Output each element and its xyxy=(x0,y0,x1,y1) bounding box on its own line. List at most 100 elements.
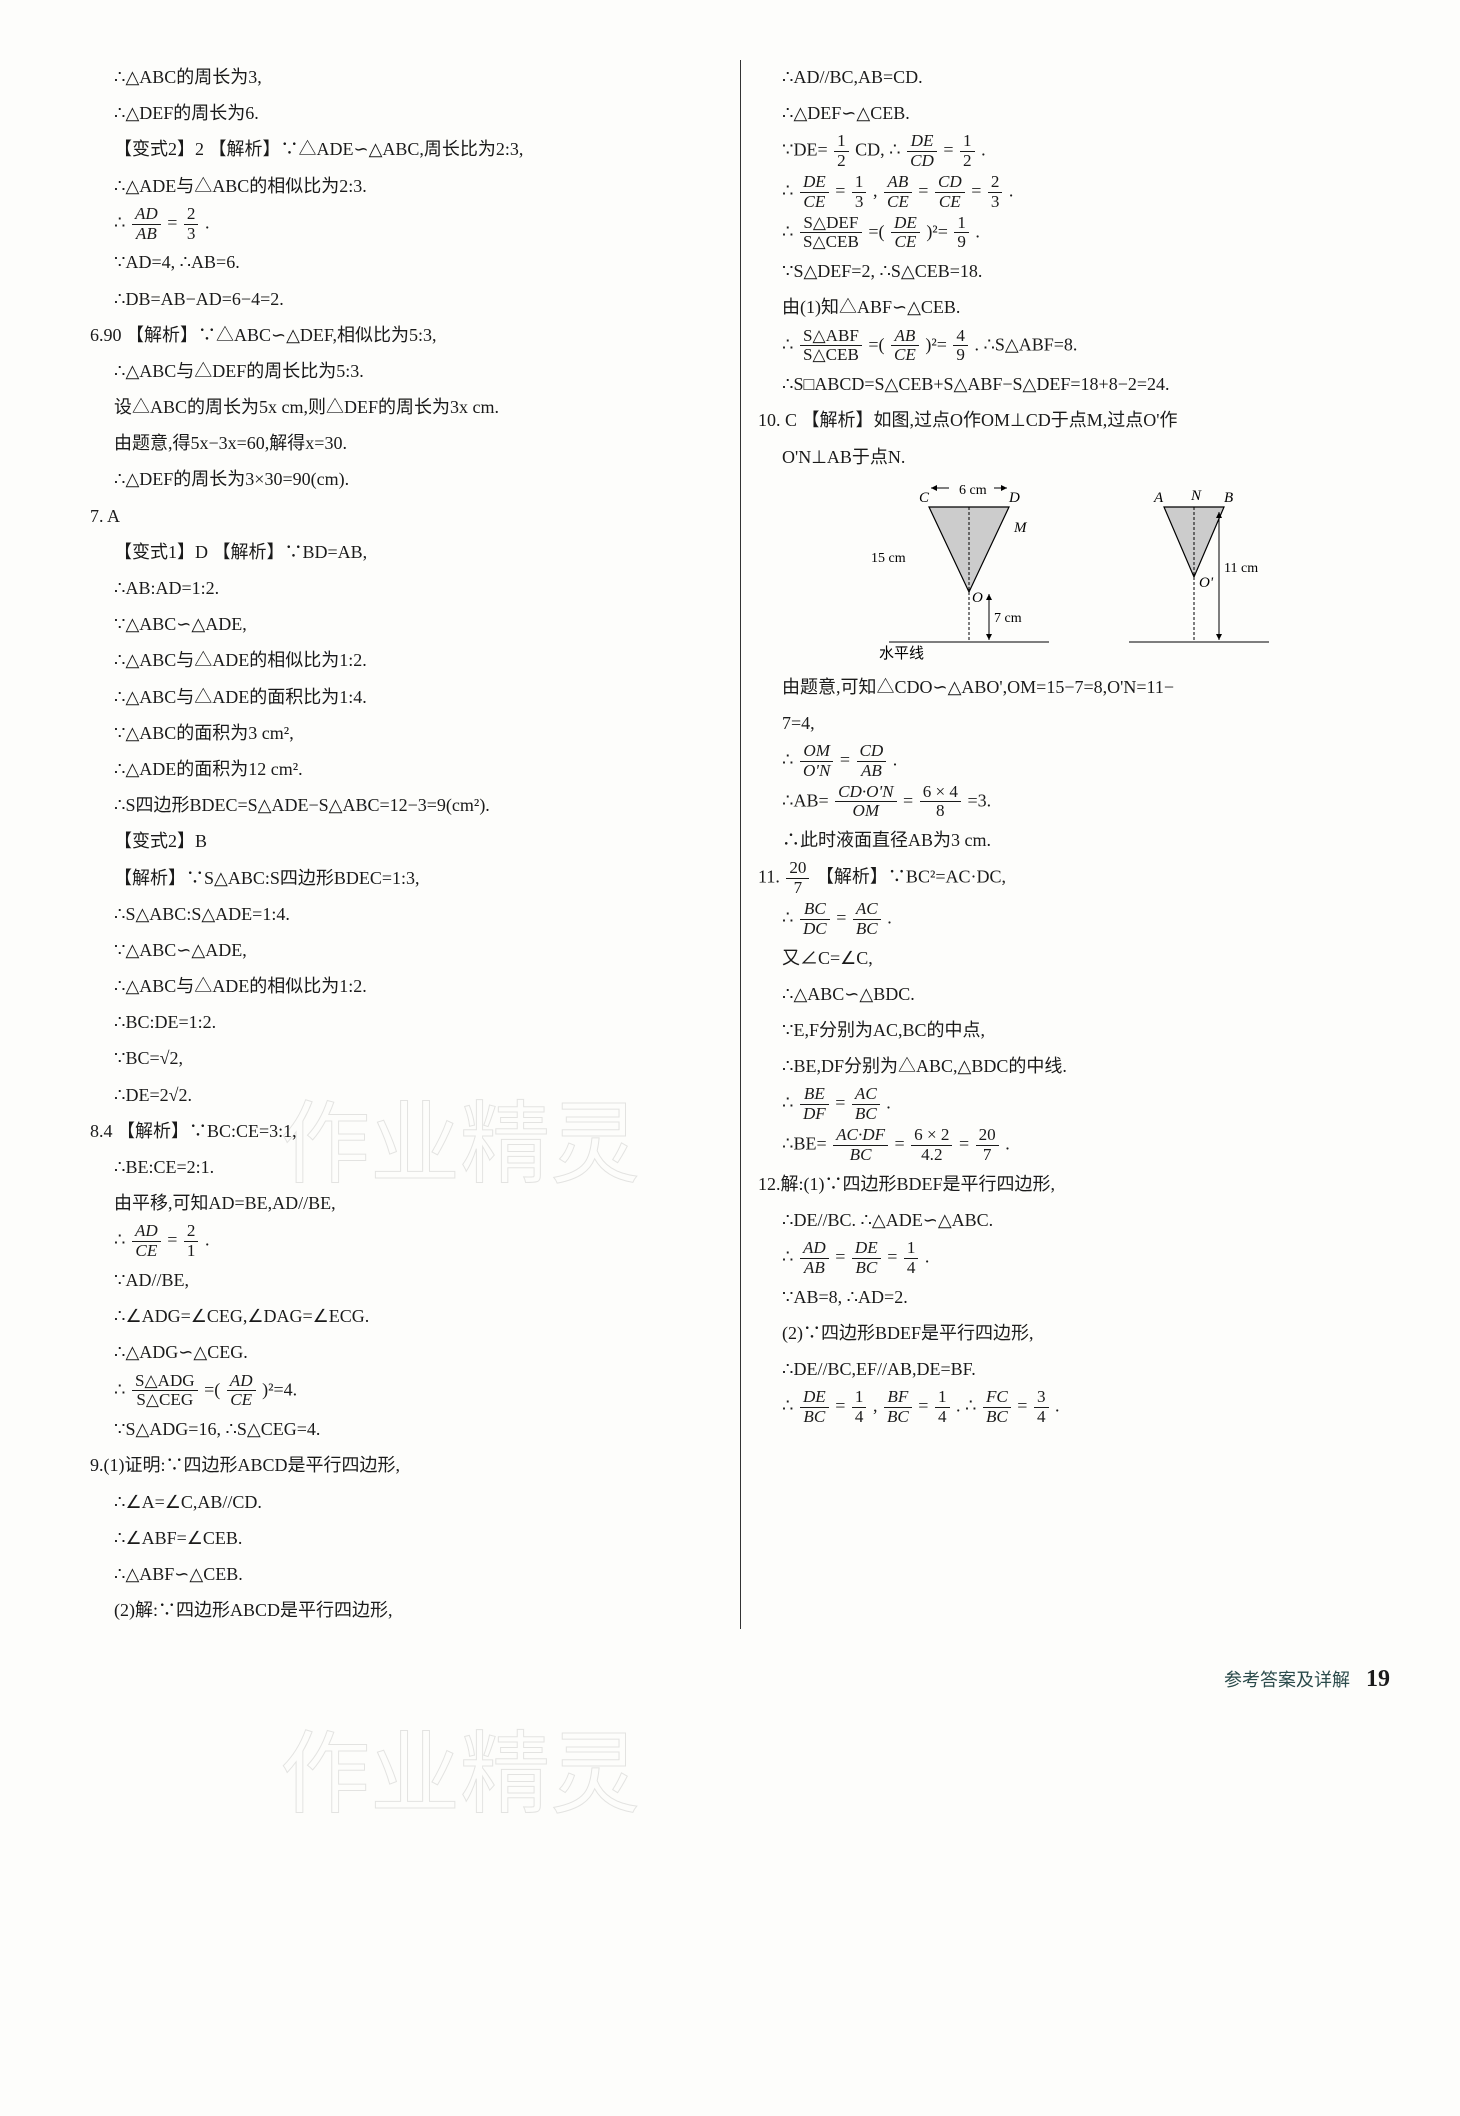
frac-num: AD xyxy=(800,1239,829,1259)
text-line: ∴AD//BC,AB=CD. xyxy=(758,60,1390,94)
eq: = xyxy=(167,212,177,232)
label-o: O xyxy=(972,590,983,606)
text-line: 由题意,得5x−3x=60,解得x=30. xyxy=(90,426,722,460)
frac-num: 1 xyxy=(954,214,969,234)
prefix: ∴ xyxy=(782,334,793,354)
eq: = xyxy=(903,790,913,810)
frac-num: DE xyxy=(907,132,937,152)
text-line: ∴AB= CD·O'NOM = 6 × 48 =3. xyxy=(758,783,1390,822)
text-line: ∴S四边形BDEC=S△ADE−S△ABC=12−3=9(cm²). xyxy=(90,788,722,822)
frac-den: CE xyxy=(884,193,912,212)
frac-den: 3 xyxy=(852,193,867,212)
prefix: ∴ xyxy=(114,1379,125,1399)
comma: , xyxy=(873,180,878,200)
text-line: ∴ DEBC = 14 , BFBC = 14 . ∴ FCBC = 34 . xyxy=(758,1388,1390,1427)
frac-num: 3 xyxy=(1034,1388,1049,1408)
funnel-diagram-right: A N B O' 11 cm xyxy=(1119,482,1289,662)
frac-den: S△CEB xyxy=(800,233,862,252)
frac-den: BC xyxy=(852,1105,880,1124)
frac-num: 1 xyxy=(834,132,849,152)
page-number: 19 xyxy=(1366,1657,1390,1703)
frac-num: 6 × 4 xyxy=(920,783,961,803)
text-line: 10. C 【解析】如图,过点O作OM⊥CD于点M,过点O'作 xyxy=(758,403,1390,437)
text-line: ∴BE= AC·DFBC = 6 × 24.2 = 207 . xyxy=(758,1126,1390,1165)
frac-den: AB xyxy=(800,1259,829,1278)
frac-num: 2 xyxy=(184,205,199,225)
frac-num: 1 xyxy=(852,173,867,193)
prefix: ∴ xyxy=(782,749,793,769)
text-line: 【变式2】B xyxy=(90,824,722,858)
frac-den: 4 xyxy=(935,1408,950,1427)
text-line: ∴△ABC与△ADE的面积比为1:4. xyxy=(90,680,722,714)
suffix: . xyxy=(925,1246,930,1266)
text-line: ∵AD=4, ∴AB=6. xyxy=(90,245,722,279)
text-line: ∴ OMO'N = CDAB . xyxy=(758,742,1390,781)
text-line: ∵E,F分别为AC,BC的中点, xyxy=(758,1013,1390,1047)
frac-den: 9 xyxy=(953,346,968,365)
text-line: ∴DE=2√2. xyxy=(90,1078,722,1112)
suffix: . xyxy=(981,140,986,160)
eq: = xyxy=(971,180,981,200)
label-n: N xyxy=(1190,488,1202,504)
mid: =( xyxy=(204,1379,220,1399)
text-line: 由平移,可知AD=BE,AD//BE, xyxy=(90,1186,722,1220)
frac-den: 4 xyxy=(904,1259,919,1278)
frac-num: DE xyxy=(800,1388,829,1408)
label-11cm: 11 cm xyxy=(1224,561,1258,576)
frac-den: BC xyxy=(800,1408,829,1427)
text-line: ∴△ABC与△ADE的相似比为1:2. xyxy=(90,969,722,1003)
text-line: ∵△ABC的面积为3 cm², xyxy=(90,716,722,750)
text-line: ∴此时液面直径AB为3 cm. xyxy=(758,823,1390,857)
frac-den: BC xyxy=(833,1146,888,1165)
text-line: ∴ S△ADGS△CEG =( ADCE )²=4. xyxy=(90,1372,722,1411)
frac-num: AB xyxy=(884,173,912,193)
frac-den: BC xyxy=(884,1408,912,1427)
frac-num: S△DEF xyxy=(800,214,862,234)
mid: =( xyxy=(868,221,884,241)
eq: = xyxy=(835,1093,845,1113)
text-line: ∵AB=8, ∴AD=2. xyxy=(758,1280,1390,1314)
frac-num: DE xyxy=(852,1239,881,1259)
frac-den: AB xyxy=(132,225,161,244)
eq: = xyxy=(1017,1396,1027,1416)
label-m: M xyxy=(1013,520,1028,536)
frac-den: 2 xyxy=(834,152,849,171)
frac-num: DE xyxy=(891,214,920,234)
text-line: ∵BC=√2, xyxy=(90,1041,722,1075)
prefix: ∵DE= xyxy=(782,140,828,160)
frac-num: 2 xyxy=(988,173,1003,193)
prefix: ∴AB= xyxy=(782,790,829,810)
text-line: ∴ ADCE = 21 . xyxy=(90,1222,722,1261)
text-line: ∵DE= 12 CD, ∴ DECD = 12 . xyxy=(758,132,1390,171)
frac-den: BC xyxy=(852,1259,881,1278)
eq: = xyxy=(918,1396,928,1416)
eq: = xyxy=(887,1246,897,1266)
frac-den: 4 xyxy=(852,1408,867,1427)
frac-den: CE xyxy=(227,1391,256,1410)
frac-den: 8 xyxy=(920,802,961,821)
text-line: (2)∵四边形BDEF是平行四边形, xyxy=(758,1316,1390,1350)
eq: = xyxy=(895,1133,905,1153)
left-column: ∴△ABC的周长为3, ∴△DEF的周长为6. 【变式2】2 【解析】∵△ADE… xyxy=(90,60,740,1629)
frac-num: AD xyxy=(227,1372,256,1392)
text-line: 7. A xyxy=(90,499,722,533)
suffix: . xyxy=(1055,1396,1060,1416)
two-column-layout: ∴△ABC的周长为3, ∴△DEF的周长为6. 【变式2】2 【解析】∵△ADE… xyxy=(90,60,1390,1629)
eq: = xyxy=(836,907,846,927)
text-line: 【解析】∵S△ABC:S四边形BDEC=1:3, xyxy=(90,861,722,895)
text-line: ∴BE:CE=2:1. xyxy=(90,1150,722,1184)
text-line: ∴△ABF∽△CEB. xyxy=(90,1557,722,1591)
text-line: ∴ S△DEFS△CEB =( DECE )²= 19 . xyxy=(758,214,1390,253)
frac-den: BC xyxy=(983,1408,1011,1427)
text-line: O'N⊥AB于点N. xyxy=(758,440,1390,474)
label-c: C xyxy=(919,490,930,506)
prefix: 11. xyxy=(758,867,780,887)
text-line: ∴ ADAB = DEBC = 14 . xyxy=(758,1239,1390,1278)
frac-den: 3 xyxy=(184,225,199,244)
suffix: . ∴S△ABF=8. xyxy=(974,334,1077,354)
text-line: ∴ S△ABFS△CEB =( ABCE )²= 49 . ∴S△ABF=8. xyxy=(758,327,1390,366)
text-line: ∴∠A=∠C,AB//CD. xyxy=(90,1485,722,1519)
mid: =( xyxy=(868,334,884,354)
text-line: ∴ DECE = 13 , ABCE = CDCE = 23 . xyxy=(758,173,1390,212)
eq: = xyxy=(835,180,845,200)
